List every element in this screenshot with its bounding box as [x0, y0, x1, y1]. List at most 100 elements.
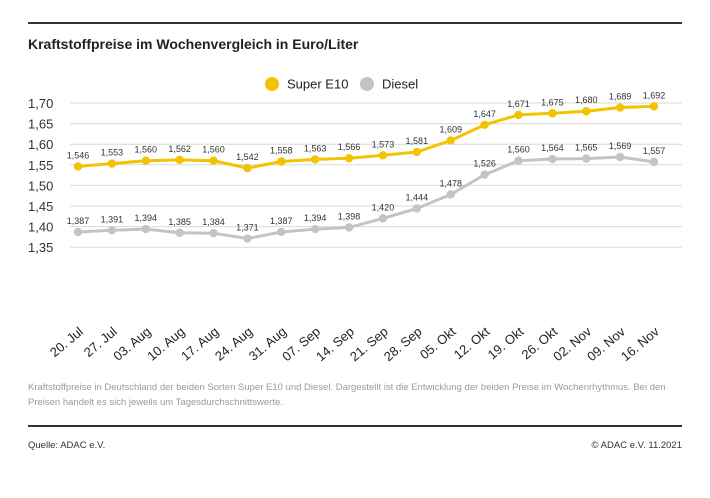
y-tick-label: 1,65	[28, 117, 53, 132]
data-point-super-e10	[344, 154, 354, 163]
x-tick-label: 19. Okt	[485, 324, 527, 363]
top-rule	[28, 22, 682, 24]
data-point-super-e10	[615, 103, 625, 112]
data-point-diesel	[175, 228, 184, 237]
x-tick-label: 03. Aug	[110, 324, 153, 364]
chart-title: Kraftstoffpreise im Wochenvergleich in E…	[28, 36, 359, 52]
y-tick-label: 1,70	[28, 96, 53, 111]
x-tick-label: 28. Sep	[381, 324, 425, 364]
data-label-super-e10: 1,671	[507, 99, 530, 109]
data-point-diesel	[277, 227, 286, 237]
copyright-note: © ADAC e.V. 11.2021	[591, 440, 682, 451]
data-point-diesel	[514, 156, 523, 165]
legend-marker-super-e10	[265, 77, 279, 91]
series-line-super-e10	[76, 104, 656, 170]
data-label-diesel: 1,420	[372, 202, 395, 212]
x-tick-label: 24. Aug	[212, 324, 255, 364]
data-point-super-e10	[310, 155, 320, 164]
data-point-super-e10	[378, 151, 388, 160]
data-label-diesel: 1,387	[270, 216, 293, 226]
data-label-diesel: 1,391	[101, 214, 124, 224]
data-point-super-e10	[446, 136, 455, 145]
x-tick-label: 20. Jul	[47, 324, 86, 360]
data-point-super-e10	[141, 156, 150, 165]
data-point-diesel	[141, 224, 150, 234]
data-label-diesel: 1,478	[439, 178, 462, 188]
y-tick-label: 1,50	[28, 178, 53, 193]
y-tick-label: 1,55	[28, 158, 53, 173]
data-point-super-e10	[277, 157, 286, 166]
data-label-diesel: 1,526	[473, 159, 496, 169]
data-point-super-e10	[209, 156, 218, 165]
legend-marker-diesel	[360, 77, 374, 91]
data-label-super-e10: 1,546	[67, 150, 90, 160]
data-point-diesel	[480, 170, 489, 179]
data-point-diesel	[209, 228, 218, 238]
legend-label-diesel: Diesel	[382, 77, 418, 92]
data-label-diesel: 1,444	[406, 192, 429, 202]
y-tick-label: 1,60	[28, 137, 53, 152]
data-label-diesel: 1,371	[236, 223, 259, 233]
data-point-diesel	[446, 190, 455, 199]
data-label-super-e10: 1,566	[338, 142, 361, 152]
data-label-super-e10: 1,563	[304, 143, 327, 153]
data-label-diesel: 1,387	[67, 216, 90, 226]
x-tick-label: 17. Aug	[178, 324, 221, 364]
x-tick-label: 16. Nov	[618, 323, 662, 364]
y-tick-label: 1,45	[28, 199, 53, 214]
data-label-diesel: 1,569	[609, 141, 632, 151]
data-label-diesel: 1,565	[575, 143, 598, 153]
data-point-diesel	[344, 223, 354, 232]
data-label-super-e10: 1,553	[101, 148, 124, 158]
data-label-super-e10: 1,680	[575, 95, 598, 105]
data-label-diesel: 1,398	[338, 211, 361, 221]
data-label-diesel: 1,385	[168, 217, 191, 227]
data-label-super-e10: 1,573	[372, 139, 395, 149]
data-point-super-e10	[243, 163, 252, 173]
data-label-super-e10: 1,689	[609, 92, 632, 102]
data-point-diesel	[548, 154, 557, 164]
data-point-diesel	[310, 224, 320, 234]
data-point-super-e10	[548, 109, 557, 118]
data-label-diesel: 1,394	[304, 213, 327, 223]
data-point-super-e10	[175, 155, 184, 165]
legend-label-super-e10: Super E10	[287, 77, 348, 92]
x-tick-label: 05. Okt	[417, 324, 459, 363]
data-point-diesel	[412, 204, 422, 213]
data-point-super-e10	[107, 159, 117, 168]
data-point-diesel	[582, 154, 591, 163]
data-point-super-e10	[412, 147, 422, 157]
data-label-diesel: 1,394	[134, 213, 157, 223]
chart-description: Kraftstoffpreise in Deutschland der beid…	[28, 382, 666, 408]
data-point-super-e10	[514, 110, 523, 120]
series-line-diesel	[76, 155, 656, 240]
data-point-diesel	[243, 234, 252, 243]
data-label-super-e10: 1,609	[439, 124, 462, 134]
data-point-diesel	[107, 226, 117, 235]
data-point-diesel	[649, 157, 659, 167]
x-tick-label: 10. Aug	[144, 324, 187, 364]
data-label-super-e10: 1,647	[473, 109, 496, 119]
data-label-super-e10: 1,675	[541, 97, 564, 107]
data-label-diesel: 1,557	[643, 146, 666, 156]
data-label-super-e10: 1,560	[202, 145, 225, 155]
data-label-super-e10: 1,558	[270, 146, 293, 156]
data-label-super-e10: 1,560	[134, 145, 157, 155]
data-label-super-e10: 1,581	[406, 136, 429, 146]
data-point-diesel	[378, 214, 388, 223]
data-point-diesel	[73, 227, 83, 237]
x-tick-label: 12. Okt	[451, 324, 493, 363]
y-tick-label: 1,35	[28, 240, 53, 255]
data-point-super-e10	[480, 120, 489, 130]
data-point-super-e10	[73, 162, 83, 171]
data-label-super-e10: 1,542	[236, 152, 259, 162]
line-chart: 1,70 1,65 1,60 1,55 1,50 1,45 1,40 1,35 Super E1…	[28, 77, 682, 364]
data-label-diesel: 1,384	[202, 217, 225, 227]
bottom-rule	[28, 425, 682, 427]
data-label-diesel: 1,560	[507, 145, 530, 155]
data-label-diesel: 1,564	[541, 143, 564, 153]
data-label-super-e10: 1,692	[643, 90, 666, 100]
data-point-super-e10	[649, 102, 659, 111]
source-note: Quelle: ADAC e.V.	[28, 440, 106, 451]
data-label-super-e10: 1,562	[168, 144, 191, 154]
